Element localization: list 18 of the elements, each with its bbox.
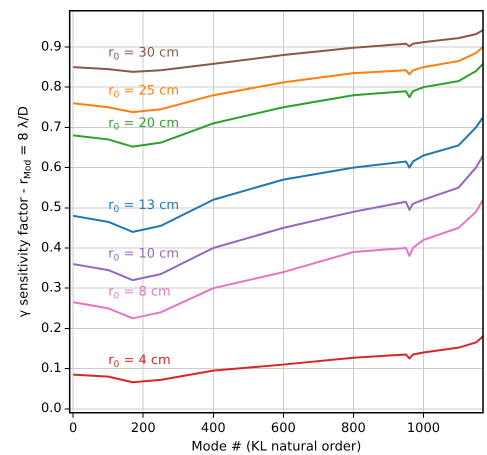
y-tick-label: 0.0: [40, 401, 62, 416]
x-tick-label: 1000: [406, 420, 440, 436]
x-tick-label: 0: [69, 420, 78, 436]
x-tick-label: 600: [270, 420, 296, 436]
y-tick-label: 0.7: [40, 120, 62, 135]
y-tick-label: 0.2: [40, 320, 62, 336]
x-tick-label: 800: [340, 420, 366, 436]
y-tick-label: 0.5: [40, 200, 62, 216]
x-tick-label: 400: [200, 420, 226, 436]
y-tick-label: 0.3: [40, 280, 62, 296]
x-axis-title: Mode # (KL natural order): [191, 440, 362, 455]
y-tick-label: 0.6: [40, 160, 62, 175]
y-tick-label: 0.8: [40, 80, 62, 95]
y-tick-label: 0.1: [40, 360, 62, 376]
y-axis-title: γ sensitivity factor - rMod = 8 λ/D: [16, 106, 34, 318]
x-tick-label: 200: [130, 420, 156, 436]
y-tick-label: 0.4: [40, 240, 62, 256]
y-tick-label: 0.9: [40, 39, 62, 54]
